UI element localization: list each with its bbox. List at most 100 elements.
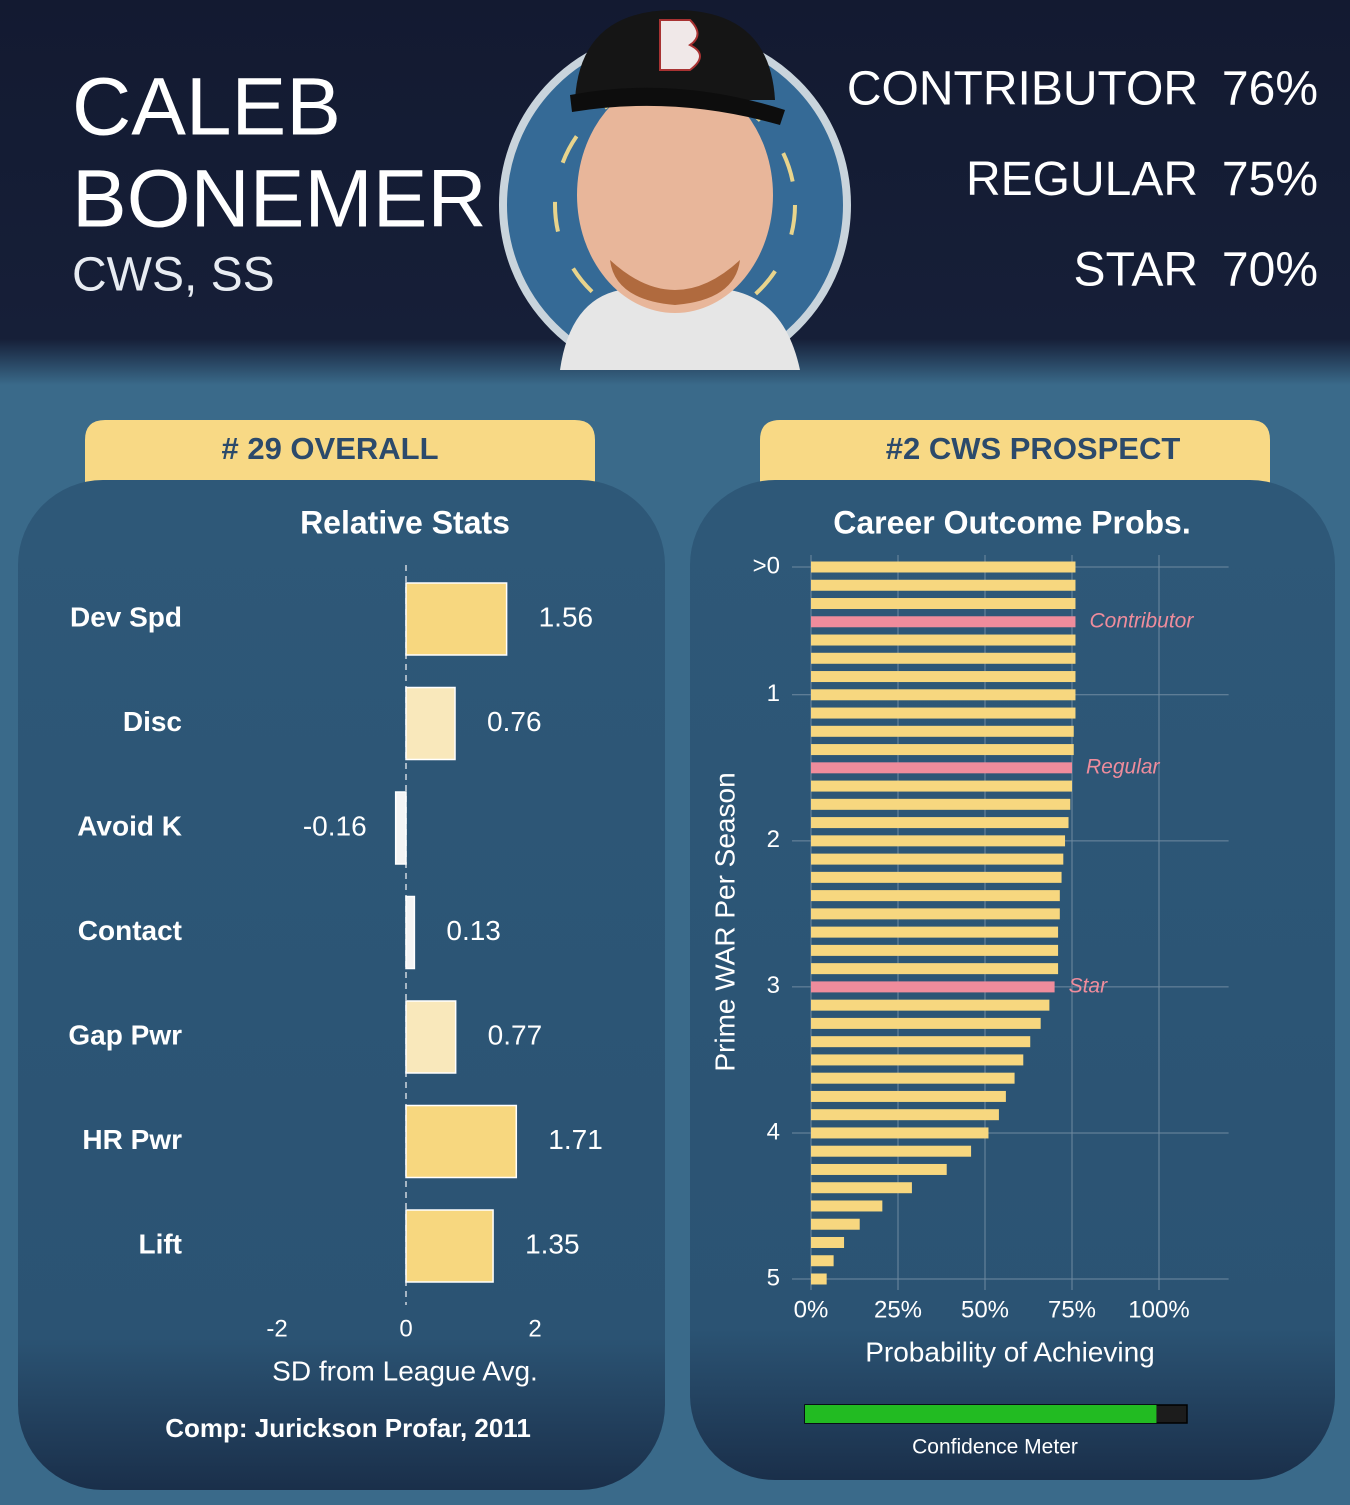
y-tick-label: 3 [767, 972, 780, 999]
outcome-label: REGULAR [966, 153, 1198, 206]
outcome-label: CONTRIBUTOR [847, 63, 1198, 116]
bar [811, 671, 1076, 683]
bar [811, 561, 1076, 573]
outcomes-panel [690, 480, 1335, 1480]
bar [811, 1127, 989, 1139]
bar-annotation: Star [1069, 974, 1109, 997]
bar [811, 616, 1076, 628]
bar [811, 981, 1055, 993]
bar [811, 598, 1076, 610]
value-label: 0.13 [446, 915, 501, 946]
bar [811, 798, 1071, 810]
outcome-label: STAR [1074, 244, 1198, 297]
outcome-value: 75% [1222, 153, 1318, 206]
bar [811, 689, 1076, 701]
bar [811, 579, 1076, 591]
x-tick-label: 100% [1128, 1296, 1189, 1323]
bar [811, 890, 1060, 902]
x-tick-label: 2 [528, 1315, 541, 1342]
player-name: CALEB [72, 62, 341, 153]
bar [811, 1090, 1006, 1102]
bar [811, 1109, 999, 1121]
bar [811, 1182, 912, 1194]
outcome-value: 76% [1222, 63, 1318, 116]
value-label: 0.76 [487, 706, 542, 737]
category-label: HR Pwr [82, 1124, 182, 1155]
bar [811, 1218, 860, 1230]
bar [811, 853, 1064, 865]
bar [405, 582, 508, 656]
rank-tab [760, 420, 1270, 495]
bar [811, 871, 1062, 883]
bar [405, 1104, 518, 1179]
x-tick-label: 0% [794, 1296, 829, 1323]
bar [811, 744, 1074, 756]
comp-player: Comp: Jurickson Profar, 2011 [165, 1413, 531, 1443]
category-label: Disc [123, 706, 182, 737]
bar [811, 835, 1066, 847]
overall-rank: # 29 OVERALL [221, 431, 438, 466]
category-label: Gap Pwr [68, 1019, 182, 1050]
y-axis-label: Prime WAR Per Season [709, 772, 740, 1071]
bar [811, 1163, 947, 1175]
bar [811, 1255, 834, 1267]
x-tick-label: 75% [1048, 1296, 1096, 1323]
bar [811, 707, 1076, 719]
bar [811, 634, 1076, 646]
bar [811, 1054, 1024, 1066]
bar [405, 1209, 494, 1283]
y-tick-label: 5 [767, 1264, 780, 1291]
y-tick-label: 4 [767, 1118, 780, 1145]
bar [811, 999, 1050, 1011]
meter-fill [805, 1405, 1157, 1423]
y-tick-label: >0 [753, 552, 780, 579]
bar [811, 1236, 845, 1248]
outcome-value: 70% [1222, 244, 1318, 297]
bar [394, 791, 407, 865]
x-tick-label: 0 [399, 1315, 412, 1342]
bar [405, 1000, 457, 1074]
value-label: -0.16 [303, 810, 367, 841]
category-label: Lift [138, 1228, 182, 1259]
bar [811, 1145, 972, 1157]
bar [811, 1036, 1031, 1048]
y-tick-label: 2 [767, 826, 780, 853]
bar [811, 908, 1060, 920]
bar [811, 725, 1074, 737]
x-tick-label: 50% [961, 1296, 1009, 1323]
bar [811, 926, 1059, 938]
value-label: 0.77 [488, 1019, 543, 1050]
rank-tab [85, 420, 595, 495]
bar [405, 895, 416, 970]
value-label: 1.71 [548, 1124, 603, 1155]
bar [811, 780, 1072, 792]
player-name: BONEMER [72, 154, 487, 245]
bar [811, 1200, 883, 1212]
bar [811, 944, 1059, 956]
category-label: Contact [78, 915, 182, 946]
value-label: 1.56 [539, 601, 594, 632]
chart-title: Relative Stats [300, 504, 510, 540]
stats-panel [18, 480, 665, 1490]
bar [811, 652, 1076, 664]
bar [811, 817, 1069, 829]
player-photo [499, 10, 851, 370]
x-tick-label: 25% [874, 1296, 922, 1323]
team-position: CWS, SS [72, 249, 275, 302]
x-axis-label: SD from League Avg. [272, 1355, 538, 1386]
outcome-list: CONTRIBUTOR 76% REGULAR 75% STAR 70% [847, 63, 1318, 297]
category-label: Dev Spd [70, 601, 182, 632]
team-rank: #2 CWS PROSPECT [886, 431, 1181, 466]
bar [811, 1072, 1015, 1084]
bar-annotation: Regular [1086, 755, 1161, 778]
category-label: Avoid K [77, 810, 182, 841]
x-axis-label: Probability of Achieving [865, 1336, 1155, 1367]
bar [811, 762, 1072, 774]
bar [811, 963, 1059, 975]
bar [811, 1273, 827, 1285]
bar [405, 686, 456, 761]
bar-annotation: Contributor [1089, 609, 1194, 632]
value-label: 1.35 [525, 1228, 580, 1259]
bar [811, 1017, 1041, 1029]
